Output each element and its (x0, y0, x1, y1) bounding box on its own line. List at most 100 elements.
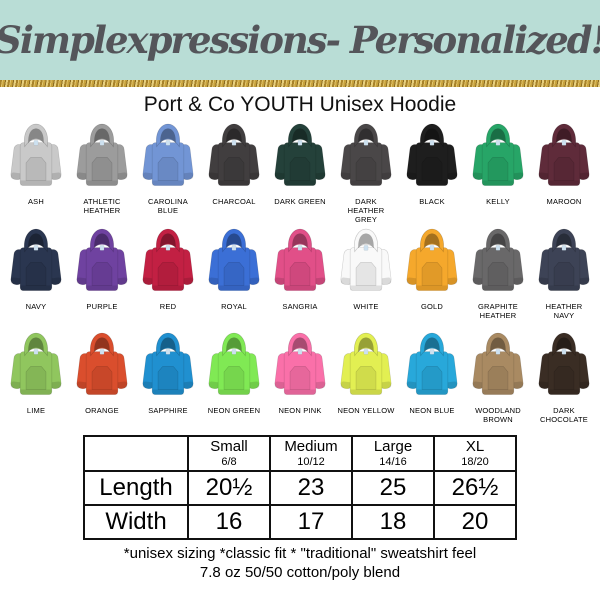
swatch-label: ORANGE (85, 406, 119, 416)
size-table-cell: 26½ (433, 469, 517, 506)
hoodie-graphic (10, 332, 62, 396)
neck-tag-icon (363, 349, 369, 355)
swatch-label: HEATHER NAVY (545, 302, 583, 321)
neck-tag-icon (165, 349, 171, 355)
swatch-label: ASH (27, 197, 45, 207)
color-swatch: ROYAL (201, 224, 267, 328)
color-swatch: DARK HEATHER GREY (333, 119, 399, 224)
size-table-cell: 25 (351, 469, 435, 506)
hoodie-graphic (274, 123, 326, 187)
hoodie-graphic (76, 228, 128, 292)
hoodie-graphic (274, 228, 326, 292)
color-swatch: ORANGE (69, 328, 135, 432)
color-swatch: WOODLAND BROWN (465, 328, 531, 432)
swatch-label: CAROLINA BLUE (148, 197, 188, 216)
hoodie-graphic (10, 228, 62, 292)
product-title: Port & Co YOUTH Unisex Hoodie (143, 93, 457, 116)
size-col-header-large: Large 14/16 (351, 435, 435, 472)
neck-tag-icon (297, 245, 303, 251)
swatch-label: NEON BLUE (409, 406, 455, 416)
neck-tag-icon (231, 140, 237, 146)
hoodie-graphic (406, 123, 458, 187)
footnote-line: 7.8 oz 50/50 cotton/poly blend (199, 564, 401, 582)
hoodie-graphic (340, 123, 392, 187)
neck-tag-icon (495, 349, 501, 355)
swatch-label: SANGRIA (282, 302, 318, 312)
size-col-header-xl: XL 18/20 (433, 435, 517, 472)
color-swatch: CAROLINA BLUE (135, 119, 201, 224)
hoodie-graphic (406, 332, 458, 396)
length-row-header: Length (83, 469, 189, 506)
size-table-cell: 23 (269, 469, 353, 506)
swatch-label: BLACK (419, 197, 445, 207)
size-table-cell: 20½ (187, 469, 271, 506)
swatch-label: NEON GREEN (207, 406, 261, 416)
hoodie-graphic (274, 332, 326, 396)
swatch-label: DARK CHOCOLATE (540, 406, 588, 425)
color-swatch: NEON PINK (267, 328, 333, 432)
color-swatch: CHARCOAL (201, 119, 267, 224)
hoodie-graphic (538, 332, 590, 396)
color-swatch: ATHLETIC HEATHER (69, 119, 135, 224)
swatch-label: ATHLETIC HEATHER (83, 197, 121, 216)
size-table-cell: 18 (351, 503, 435, 540)
shop-banner: Simplexpressions- Personalized! (0, 0, 600, 80)
neck-tag-icon (33, 349, 39, 355)
hoodie-graphic (76, 123, 128, 187)
color-swatch: LIME (3, 328, 69, 432)
color-swatch: ASH (3, 119, 69, 224)
neck-tag-icon (99, 245, 105, 251)
color-swatch: RED (135, 224, 201, 328)
neck-tag-icon (561, 245, 567, 251)
color-swatch: BLACK (399, 119, 465, 224)
neck-tag-icon (363, 245, 369, 251)
table-row-length: Length 20½ 23 25 26½ (83, 469, 517, 506)
swatch-label: WHITE (353, 302, 379, 312)
neck-tag-icon (429, 349, 435, 355)
color-swatch: NEON GREEN (201, 328, 267, 432)
hoodie-graphic (142, 332, 194, 396)
hoodie-graphic (208, 228, 260, 292)
neck-tag-icon (99, 140, 105, 146)
size-table-cell: 16 (187, 503, 271, 540)
neck-tag-icon (561, 349, 567, 355)
hoodie-graphic (538, 228, 590, 292)
shop-title: Simplexpressions- Personalized! (0, 18, 600, 62)
color-swatch: WHITE (333, 224, 399, 328)
hoodie-graphic (406, 228, 458, 292)
size-col-header-small: Small 6/8 (187, 435, 271, 472)
table-row-width: Width 16 17 18 20 (83, 503, 517, 540)
color-swatch: PURPLE (69, 224, 135, 328)
neck-tag-icon (33, 245, 39, 251)
neck-tag-icon (297, 349, 303, 355)
swatch-label: WOODLAND BROWN (475, 406, 521, 425)
neck-tag-icon (561, 140, 567, 146)
neck-tag-icon (363, 140, 369, 146)
neck-tag-icon (495, 140, 501, 146)
neck-tag-icon (495, 245, 501, 251)
glitter-divider (0, 80, 600, 87)
color-swatch: HEATHER NAVY (531, 224, 597, 328)
swatch-label: GOLD (420, 302, 444, 312)
size-table-cell: 20 (433, 503, 517, 540)
swatch-row: ASH ATHLETIC HEATHER (0, 119, 600, 224)
table-header-row: Small 6/8 Medium 10/12 Large 14/16 XL 18… (83, 435, 517, 472)
swatch-label: NAVY (25, 302, 47, 312)
neck-tag-icon (33, 140, 39, 146)
hoodie-graphic (472, 332, 524, 396)
swatch-label: KELLY (486, 197, 510, 207)
hoodie-graphic (76, 332, 128, 396)
neck-tag-icon (99, 349, 105, 355)
swatch-label: PURPLE (86, 302, 118, 312)
size-table-cell: 17 (269, 503, 353, 540)
swatch-label: RED (159, 302, 177, 312)
neck-tag-icon (165, 245, 171, 251)
color-swatch: DARK CHOCOLATE (531, 328, 597, 432)
color-swatch: GRAPHITE HEATHER (465, 224, 531, 328)
color-swatch: NEON YELLOW (333, 328, 399, 432)
hoodie-graphic (340, 332, 392, 396)
swatch-row: LIME ORANGE (0, 328, 600, 432)
neck-tag-icon (165, 140, 171, 146)
swatch-label: SAPPHIRE (148, 406, 188, 416)
swatch-label: GRAPHITE HEATHER (478, 302, 518, 321)
